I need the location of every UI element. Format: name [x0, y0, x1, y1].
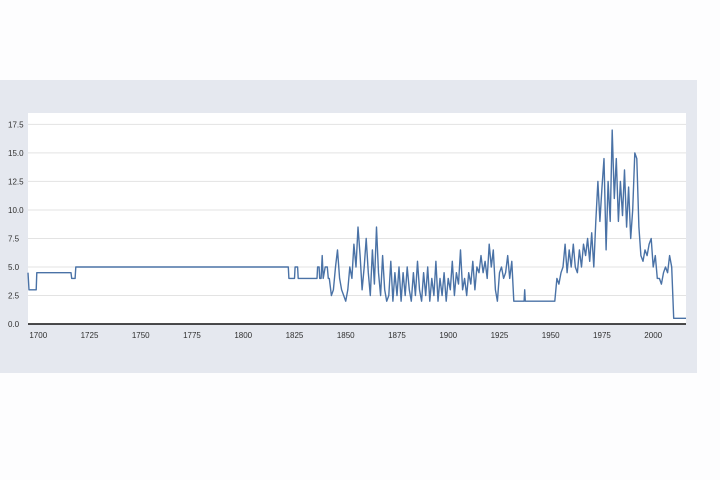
y-tick-label: 2.5: [8, 291, 20, 300]
plot-area: [28, 113, 686, 324]
x-tick-label: 1825: [286, 331, 304, 340]
x-tick-label: 1875: [388, 331, 406, 340]
y-tick-label: 5.0: [8, 263, 20, 272]
y-tick-label: 7.5: [8, 234, 20, 243]
x-tick-label: 2000: [644, 331, 662, 340]
y-tick-label: 0.0: [8, 320, 20, 329]
x-tick-label: 1900: [439, 331, 457, 340]
y-tick-label: 12.5: [8, 177, 24, 186]
x-tick-label: 1925: [491, 331, 509, 340]
x-tick-label: 1850: [337, 331, 355, 340]
y-tick-label: 15.0: [8, 149, 24, 158]
series-line: [27, 129, 686, 319]
y-tick-label: 17.5: [8, 120, 24, 129]
x-tick-label: 1800: [234, 331, 252, 340]
x-tick-label: 1750: [132, 331, 150, 340]
x-tick-label: 1700: [29, 331, 47, 340]
x-tick-label: 1975: [593, 331, 611, 340]
x-tick-label: 1950: [542, 331, 560, 340]
x-tick-label: 1725: [81, 331, 99, 340]
y-tick-label: 10.0: [8, 206, 24, 215]
x-tick-label: 1775: [183, 331, 201, 340]
